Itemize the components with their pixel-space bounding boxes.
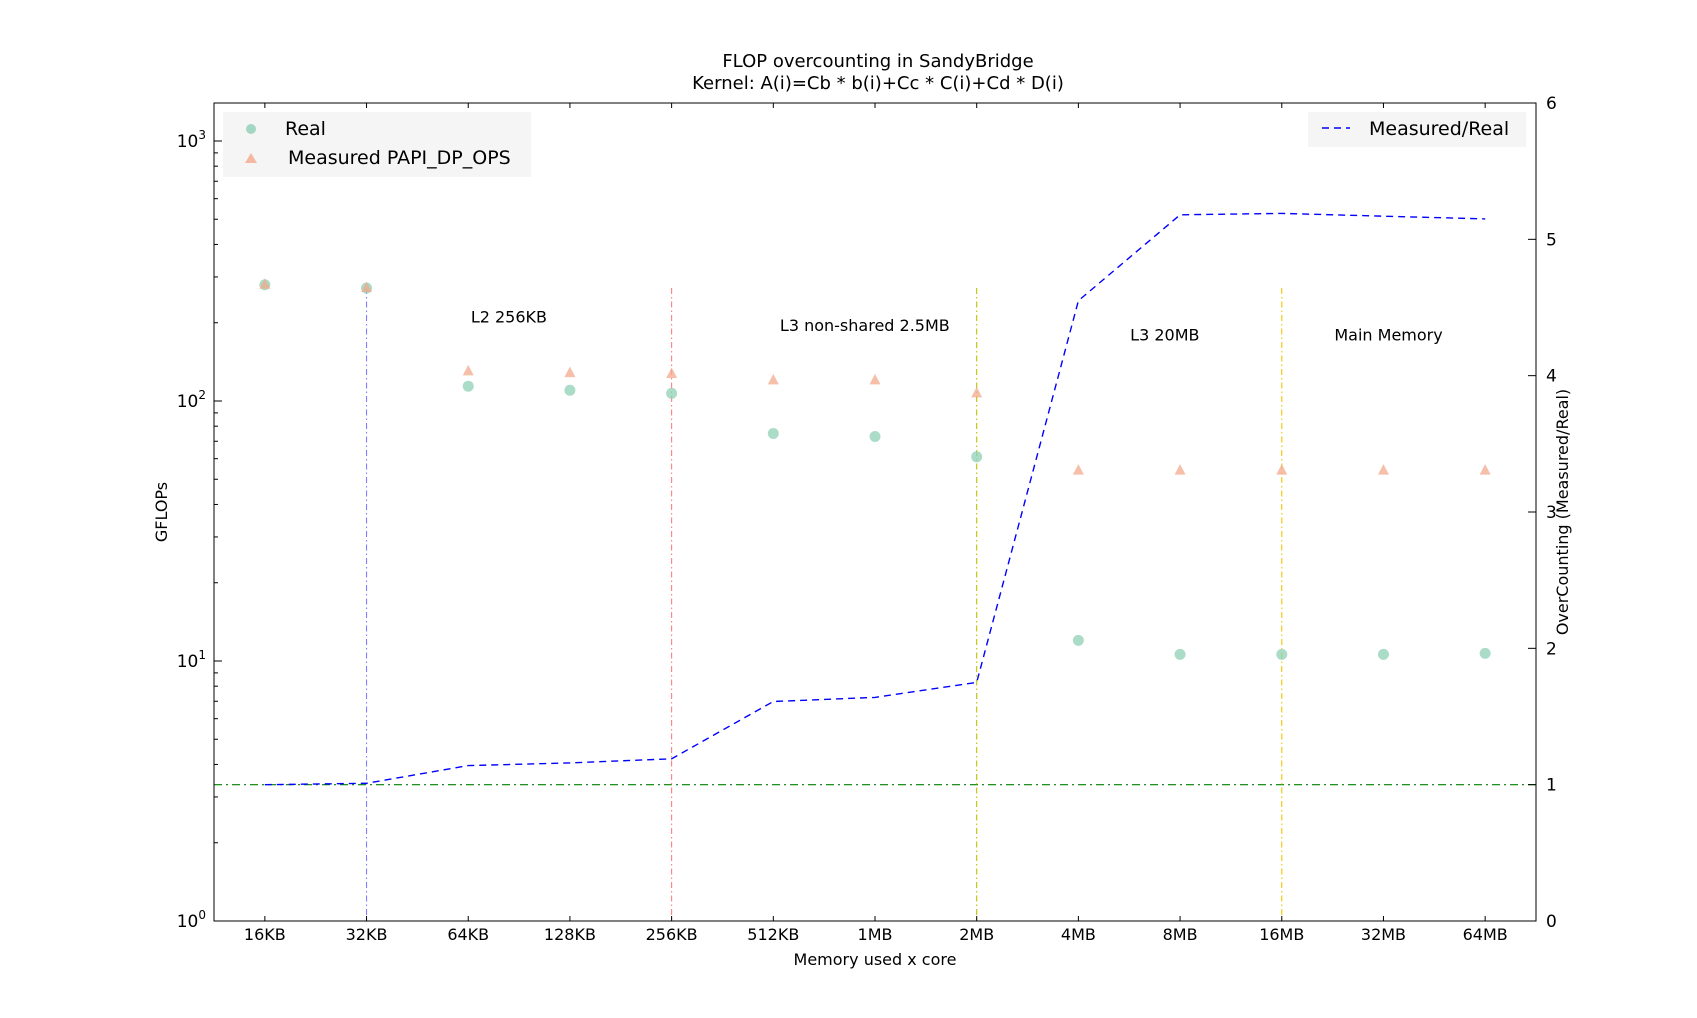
x-tick-label-7: 2MB <box>959 925 994 944</box>
legend-left-box <box>223 112 531 177</box>
point-real-6 <box>869 431 881 443</box>
x-tick-label-1: 32KB <box>346 925 388 944</box>
chart-subtitle: Kernel: A(i)=Cb * b(i)+Cc * C(i)+Cd * D(… <box>692 73 1064 94</box>
ratio-series <box>264 212 1486 786</box>
y-tick-label-2: 102 <box>177 388 206 412</box>
point-real-5 <box>767 427 779 439</box>
y-tick-label-0: 100 <box>177 908 206 932</box>
y-tick-base-2: 10 <box>177 392 199 412</box>
point-measured-8 <box>1072 464 1084 475</box>
annotation-1: L3 non-shared 2.5MB <box>780 316 950 335</box>
y2-tick-label-1: 1 <box>1546 776 1557 796</box>
y-tick-base-3: 10 <box>177 132 199 152</box>
y2-tick-label-5: 5 <box>1546 230 1557 250</box>
point-measured-11 <box>1377 464 1389 475</box>
y-tick-exp-0: 0 <box>198 908 206 922</box>
y2-axis-label: OverCounting (Measured/Real) <box>1553 389 1572 635</box>
point-real-7 <box>971 451 983 463</box>
point-real-4 <box>666 387 678 399</box>
y2-tick-label-3: 3 <box>1546 503 1557 523</box>
y-axis-label: GFLOPs <box>152 482 171 542</box>
region-annotations: L2 256KB L3 non-shared 2.5MB L3 20MB Main M… <box>471 308 1443 345</box>
legend-real-marker <box>246 124 256 134</box>
annotation-3: Main Memory <box>1334 325 1442 344</box>
y-tick-base-0: 10 <box>177 912 199 932</box>
y2-tick-label-4: 4 <box>1546 367 1557 387</box>
legend-measured-marker <box>245 153 257 163</box>
point-measured-10 <box>1276 464 1288 475</box>
x-tick-label-12: 64MB <box>1463 925 1508 944</box>
x-tick-label-5: 512KB <box>747 925 799 944</box>
series-measured-real-line <box>264 212 1486 786</box>
x-tick-label-2: 64KB <box>447 925 489 944</box>
x-tick-label-11: 32MB <box>1361 925 1406 944</box>
point-measured-5 <box>767 373 779 385</box>
point-measured-0 <box>259 278 271 289</box>
point-measured-3 <box>564 366 576 378</box>
y-tick-exp-1: 1 <box>198 648 206 662</box>
y-tick-exp-3: 3 <box>198 128 206 142</box>
point-real-2 <box>462 380 474 392</box>
point-measured-4 <box>666 367 678 379</box>
y-tick-base-1: 10 <box>177 652 199 672</box>
legend-left: Real Measured PAPI_DP_OPS <box>223 112 531 177</box>
point-real-10 <box>1276 648 1288 660</box>
point-measured-6 <box>869 373 881 385</box>
x-axis: 16KB 32KB 64KB 128KB 256KB 512KB 1MB 2MB 4MB 8MB 1… <box>244 103 1508 944</box>
x-tick-label-4: 256KB <box>646 925 698 944</box>
y2-tick-label-6: 6 <box>1546 94 1557 114</box>
point-measured-9 <box>1174 464 1186 475</box>
y2-tick-label-0: 0 <box>1546 912 1557 932</box>
legend-measured-label: Measured PAPI_DP_OPS <box>288 147 511 169</box>
region-boundaries <box>365 288 1283 921</box>
point-real-8 <box>1072 634 1084 646</box>
x-tick-label-10: 16MB <box>1259 925 1304 944</box>
legend-right: Measured/Real <box>1308 112 1526 147</box>
legend-ratio-label: Measured/Real <box>1369 118 1509 140</box>
annotation-2: L3 20MB <box>1130 325 1199 344</box>
y-tick-label-3: 103 <box>177 128 206 152</box>
data-points <box>259 278 1491 660</box>
y2-tick-label-2: 2 <box>1546 639 1557 659</box>
x-axis-label: Memory used x core <box>794 950 957 969</box>
point-measured-2 <box>462 364 474 376</box>
y-tick-label-1: 101 <box>177 648 206 672</box>
point-measured-12 <box>1479 464 1491 475</box>
point-real-12 <box>1479 647 1491 659</box>
x-tick-label-9: 8MB <box>1163 925 1198 944</box>
point-real-11 <box>1377 648 1389 660</box>
x-tick-label-8: 4MB <box>1061 925 1096 944</box>
legend-real-label: Real <box>285 118 326 140</box>
point-real-3 <box>564 384 576 396</box>
y-axis-right: 0 1 2 3 4 5 6 <box>1528 94 1557 932</box>
plot-frame <box>213 102 1537 922</box>
x-tick-label-0: 16KB <box>244 925 286 944</box>
point-measured-7 <box>971 386 983 398</box>
point-real-9 <box>1174 648 1186 660</box>
legend-right-box <box>1308 112 1526 147</box>
annotation-0: L2 256KB <box>471 308 547 327</box>
point-measured-1 <box>361 281 373 293</box>
y-tick-exp-2: 2 <box>198 388 206 402</box>
chart-title: FLOP overcounting in SandyBridge <box>722 51 1033 72</box>
x-tick-label-3: 128KB <box>544 925 596 944</box>
x-tick-label-6: 1MB <box>858 925 893 944</box>
